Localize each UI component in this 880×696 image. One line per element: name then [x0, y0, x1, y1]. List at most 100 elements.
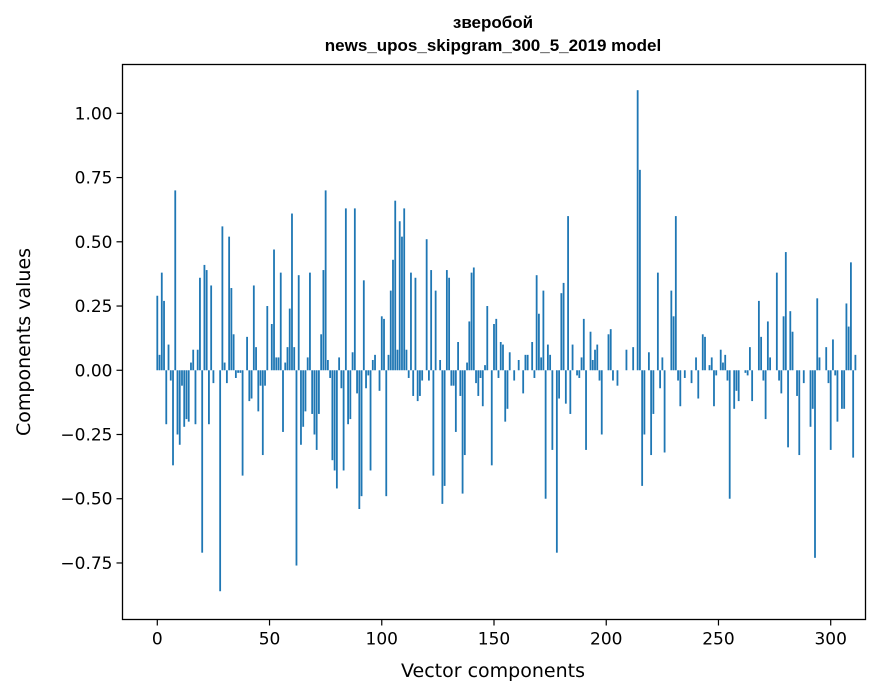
bar [439, 359, 442, 371]
x-axis: 0 50 100 150 200 250 300 [152, 619, 847, 650]
bar [609, 329, 612, 371]
bar [670, 290, 673, 371]
bar [185, 370, 188, 420]
bar [396, 349, 399, 371]
bar [809, 370, 812, 427]
bar [495, 318, 498, 371]
bar [434, 290, 437, 371]
bar [789, 311, 792, 371]
bar [282, 370, 284, 432]
bar [225, 370, 228, 384]
bar [315, 370, 318, 450]
bar [814, 370, 816, 558]
bar [524, 354, 527, 371]
bar [612, 370, 614, 381]
bar [419, 370, 421, 396]
bar [540, 357, 543, 371]
bar [591, 359, 594, 371]
bar [749, 347, 751, 371]
bar [701, 334, 704, 371]
bar [643, 370, 646, 435]
bar [452, 370, 455, 386]
bar [468, 321, 471, 371]
bar [192, 349, 195, 371]
bar [585, 370, 587, 450]
bar [190, 362, 192, 371]
bar [230, 288, 233, 371]
bar [834, 370, 837, 376]
bar [535, 275, 538, 371]
bar [286, 347, 289, 371]
bar [205, 270, 208, 371]
bar [333, 370, 336, 471]
bar [223, 362, 226, 371]
bar [165, 370, 168, 425]
bar [787, 370, 789, 448]
bar [513, 370, 516, 381]
bar [760, 336, 763, 371]
bar [796, 370, 798, 396]
bar [208, 370, 210, 425]
bar [481, 370, 484, 407]
bar [746, 370, 749, 376]
bar [340, 370, 343, 389]
y-tick-label: 0.00 [75, 361, 113, 381]
bar [275, 357, 278, 371]
bar [302, 370, 305, 427]
bar [241, 370, 244, 476]
bar [266, 306, 269, 371]
bar [632, 347, 635, 371]
chart-title: зверобой [453, 13, 533, 32]
bar [163, 300, 165, 371]
bar [818, 357, 821, 371]
bar [679, 370, 682, 407]
bar [549, 354, 552, 371]
bar [320, 334, 323, 371]
bar [365, 370, 367, 389]
bar [273, 249, 275, 371]
bar [560, 293, 563, 371]
bar [291, 213, 293, 371]
bar [344, 208, 347, 371]
bar [277, 357, 280, 371]
bar [405, 349, 408, 371]
bar [811, 370, 814, 409]
bar [726, 370, 729, 381]
bar [715, 370, 718, 376]
bar [210, 285, 213, 371]
bar [353, 208, 356, 371]
bar [194, 370, 197, 425]
bar [428, 370, 430, 381]
bar [369, 370, 372, 471]
bar [672, 316, 675, 371]
bar [167, 344, 170, 371]
bar [371, 359, 374, 371]
bar [484, 365, 486, 371]
bar [387, 354, 390, 371]
y-axis-label: Components values [13, 248, 35, 436]
bar [578, 370, 581, 378]
bar [459, 370, 462, 396]
bar [564, 370, 567, 404]
bar [551, 370, 554, 450]
bar [264, 370, 266, 386]
bar [594, 349, 596, 371]
bar [293, 347, 296, 371]
y-tick-label: −0.25 [60, 426, 112, 446]
bar [728, 370, 731, 499]
bar [502, 344, 504, 371]
bar [383, 318, 385, 371]
bar [832, 339, 834, 371]
bar [636, 90, 639, 371]
bar [279, 272, 282, 371]
bar [156, 295, 159, 371]
bar [852, 370, 855, 458]
bar [160, 272, 163, 371]
bar [432, 370, 435, 476]
bar [580, 357, 583, 371]
x-tick-label: 150 [478, 630, 510, 650]
bar [347, 370, 349, 425]
bar [719, 349, 722, 371]
bar [362, 280, 365, 371]
bar [457, 342, 459, 371]
